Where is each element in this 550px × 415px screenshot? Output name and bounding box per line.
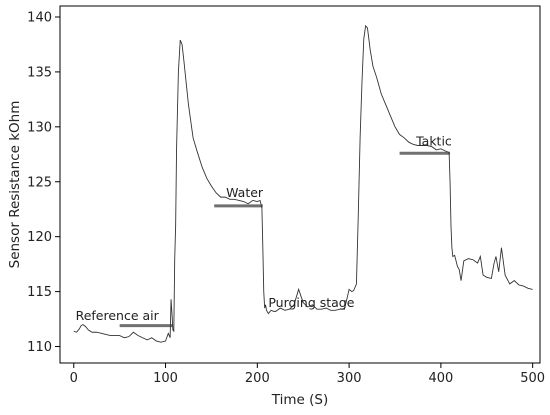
x-tick-label: 200	[245, 371, 270, 386]
annotation-label: Purging stage	[268, 295, 354, 310]
y-tick-label: 140	[27, 10, 52, 25]
annotation-label: Water	[226, 185, 264, 200]
annotation-label: Taktic	[415, 134, 452, 149]
y-tick-label: 115	[27, 285, 52, 300]
x-tick-label: 0	[70, 371, 78, 386]
axis-ticks: 0 100 200 300 400 500 110 115 120 125 130 135 140	[27, 10, 545, 386]
x-tick-label: 400	[428, 371, 453, 386]
y-tick-label: 135	[27, 65, 52, 80]
series-line	[73, 24, 533, 343]
y-tick-label: 125	[27, 175, 52, 190]
y-tick-label: 130	[27, 120, 52, 135]
y-axis-title: Sensor Resistance kOhm	[7, 101, 23, 269]
x-tick-label: 100	[153, 371, 178, 386]
x-axis-title: Time (S)	[271, 392, 328, 408]
annotations: Reference air Water Purging stage Taktic	[76, 134, 452, 324]
y-tick-label: 120	[27, 230, 52, 245]
x-tick-label: 300	[337, 371, 362, 386]
plot-area	[59, 5, 541, 364]
x-tick-label: 500	[520, 371, 545, 386]
annotation-bars	[119, 151, 451, 328]
y-tick-label: 110	[27, 340, 52, 355]
annotation-label: Reference air	[76, 308, 160, 323]
